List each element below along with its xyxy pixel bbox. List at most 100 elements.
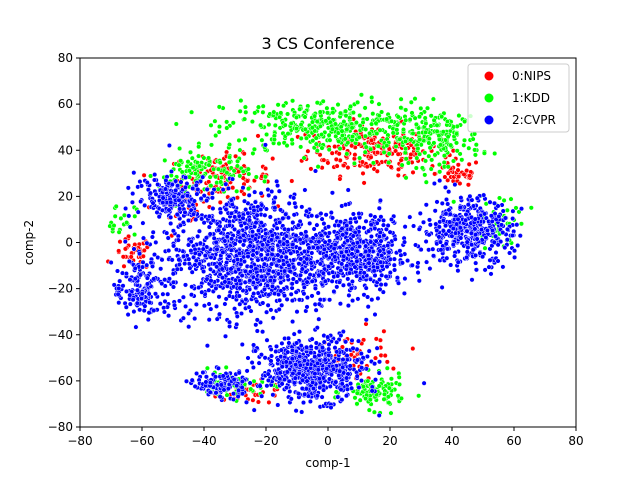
data-point xyxy=(447,211,453,217)
legend-marker-kdd xyxy=(484,93,494,103)
data-point xyxy=(234,188,240,194)
data-point xyxy=(207,389,213,395)
data-point xyxy=(333,156,339,162)
data-point xyxy=(345,140,351,146)
data-point xyxy=(262,142,268,148)
data-point xyxy=(487,257,493,263)
data-point xyxy=(403,156,409,162)
data-point xyxy=(176,257,182,263)
data-point xyxy=(162,186,169,192)
data-point xyxy=(240,232,246,238)
data-point xyxy=(263,165,269,172)
data-point xyxy=(341,162,347,169)
data-point xyxy=(402,138,409,144)
data-point xyxy=(316,239,322,245)
data-point xyxy=(330,110,336,116)
data-point xyxy=(263,255,269,261)
data-point xyxy=(314,100,320,106)
y-tick-label: 0 xyxy=(65,236,73,250)
data-point xyxy=(341,119,347,125)
data-point xyxy=(469,277,475,283)
data-point xyxy=(250,397,256,403)
data-point xyxy=(309,213,315,219)
data-point xyxy=(363,317,369,323)
data-point xyxy=(351,160,357,166)
data-point xyxy=(376,205,382,211)
data-point xyxy=(255,399,261,405)
data-point xyxy=(207,231,213,237)
data-point xyxy=(437,142,444,148)
data-point xyxy=(427,145,433,151)
data-point xyxy=(428,123,434,129)
data-point xyxy=(319,132,325,138)
data-point xyxy=(472,152,478,158)
data-point xyxy=(206,317,212,323)
data-point xyxy=(422,172,428,178)
data-point xyxy=(195,233,201,239)
data-point xyxy=(200,246,206,252)
data-point xyxy=(481,192,487,198)
data-point xyxy=(243,109,249,115)
data-point xyxy=(363,144,369,150)
data-point xyxy=(294,309,300,315)
data-point xyxy=(293,289,299,295)
data-point xyxy=(218,179,224,185)
data-point xyxy=(260,300,266,306)
data-point xyxy=(326,346,332,352)
data-point xyxy=(352,215,358,222)
data-point xyxy=(374,220,380,226)
data-point xyxy=(457,225,463,231)
data-point xyxy=(361,225,367,231)
data-point xyxy=(201,268,207,275)
data-point xyxy=(213,303,220,309)
data-point xyxy=(268,307,274,313)
data-point xyxy=(280,215,286,221)
data-point xyxy=(390,130,396,136)
data-point xyxy=(407,117,413,123)
data-point xyxy=(401,290,407,296)
data-point xyxy=(118,215,124,221)
data-point xyxy=(116,229,122,235)
data-point xyxy=(461,171,467,177)
data-point xyxy=(344,386,350,392)
data-point xyxy=(237,147,243,153)
data-point xyxy=(127,301,133,307)
data-point xyxy=(302,187,308,193)
data-point xyxy=(320,375,327,381)
data-point xyxy=(426,247,432,253)
data-point xyxy=(349,251,355,257)
data-point xyxy=(262,355,268,361)
data-point xyxy=(436,133,442,139)
data-point xyxy=(390,366,396,372)
data-point xyxy=(303,233,309,239)
data-point xyxy=(300,377,306,383)
data-point xyxy=(422,150,428,156)
data-point xyxy=(138,198,144,205)
data-point xyxy=(412,96,418,102)
data-point xyxy=(296,370,302,376)
data-point xyxy=(182,209,188,215)
data-point xyxy=(237,238,243,244)
data-point xyxy=(304,256,310,262)
legend: 0:NIPS 1:KDD 2:CVPR xyxy=(467,63,570,133)
data-point xyxy=(455,259,461,265)
data-point xyxy=(222,279,228,285)
data-point xyxy=(400,127,407,133)
data-point xyxy=(376,359,383,365)
data-point xyxy=(251,207,257,213)
data-point xyxy=(293,114,299,120)
data-point xyxy=(342,136,348,142)
data-point xyxy=(277,297,283,303)
data-point xyxy=(379,252,385,259)
data-point xyxy=(337,176,343,182)
data-point xyxy=(278,280,284,286)
data-point xyxy=(150,229,156,235)
data-point xyxy=(376,101,382,107)
data-point xyxy=(439,200,445,206)
data-point xyxy=(234,321,240,327)
data-point xyxy=(240,215,246,221)
data-point xyxy=(174,266,180,272)
data-point xyxy=(252,348,258,354)
data-point xyxy=(344,222,350,229)
data-point xyxy=(258,122,264,128)
